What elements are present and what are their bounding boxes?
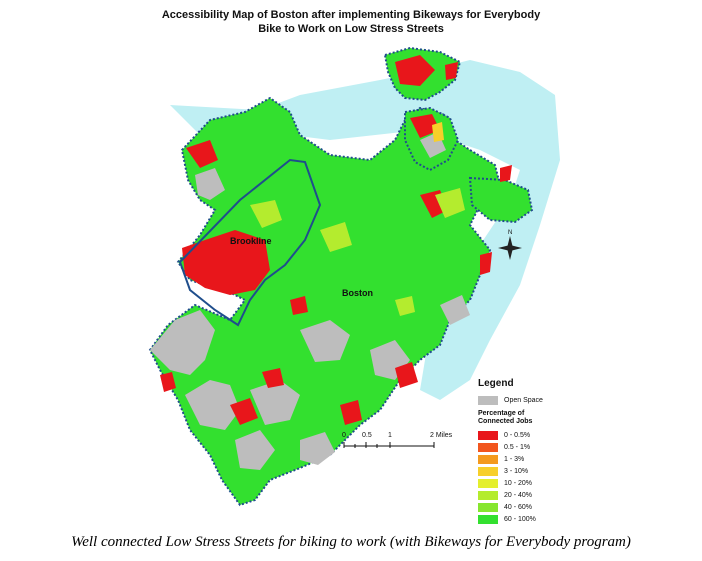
legend-label: 0 - 0.5% [504,431,531,439]
scale-bar-graphic [343,442,435,448]
brookline-boundary [178,158,322,327]
legend-label: 0.5 - 1% [504,443,531,451]
legend-swatch [478,466,498,476]
legend-swatch [478,442,498,452]
legend-label: 40 - 60% [504,503,533,511]
scale-tick-label: 0.5 [362,432,372,439]
legend-item: 10 - 20% [478,477,598,489]
legend-swatch [478,478,498,488]
legend-item: 0 - 0.5% [478,429,598,441]
legend-label: 60 - 100% [504,515,536,523]
north-arrow-icon: N [498,230,522,260]
legend-label: 1 - 3% [504,455,525,463]
south-boston-peninsula [468,176,534,224]
legend-label: 3 - 10% [504,467,529,475]
legend-title: Legend [478,378,514,389]
legend-item: 20 - 40% [478,489,598,501]
legend-label: 20 - 40% [504,491,533,499]
open-space-areas [150,132,470,470]
legend-classes: 0 - 0.5% 0.5 - 1% 1 - 3% 3 - 10% 10 - 20… [478,429,598,525]
mid-accessibility-areas [250,188,465,316]
low-accessibility-areas [160,55,512,425]
legend-item: 3 - 10% [478,465,598,477]
figure-caption: Well connected Low Stress Streets for bi… [71,534,631,550]
legend-swatch [478,454,498,464]
boston-label: Boston [342,288,373,298]
legend-subtitle: Percentage of Connected Jobs [478,410,598,426]
legend-label: 10 - 20% [504,479,533,487]
brookline-label: Brookline [230,236,272,246]
legend-label: Open Space [504,396,543,404]
legend-swatch [478,490,498,500]
legend: Legend Open Space Percentage of Connecte… [478,378,598,525]
legend-subtitle-line1: Percentage of [478,410,525,417]
legend-subtitle-line2: Connected Jobs [478,418,533,425]
north-arrow-label: N [508,230,512,236]
legend-item: 1 - 3% [478,453,598,465]
high-mid-accessibility-areas [432,122,444,142]
legend-item: 60 - 100% [478,513,598,525]
map-title: Accessibility Map of Boston after implem… [0,8,702,36]
scale-tick-label: 0 [342,432,346,439]
legend-swatch [478,395,498,405]
legend-swatch [478,502,498,512]
map-title-line1: Accessibility Map of Boston after implem… [161,9,541,21]
legend-item-open-space: Open Space [478,394,598,406]
scale-tick-label: 2 Miles [430,432,453,439]
legend-swatch [478,514,498,524]
map-title-line2: Bike to Work on Low Stress Streets [258,23,444,35]
legend-item: 0.5 - 1% [478,441,598,453]
legend-swatch [478,430,498,440]
scale-tick-label: 1 [388,432,392,439]
legend-item: 40 - 60% [478,501,598,513]
scale-bar: 0 0.5 1 2 Miles [340,432,470,460]
